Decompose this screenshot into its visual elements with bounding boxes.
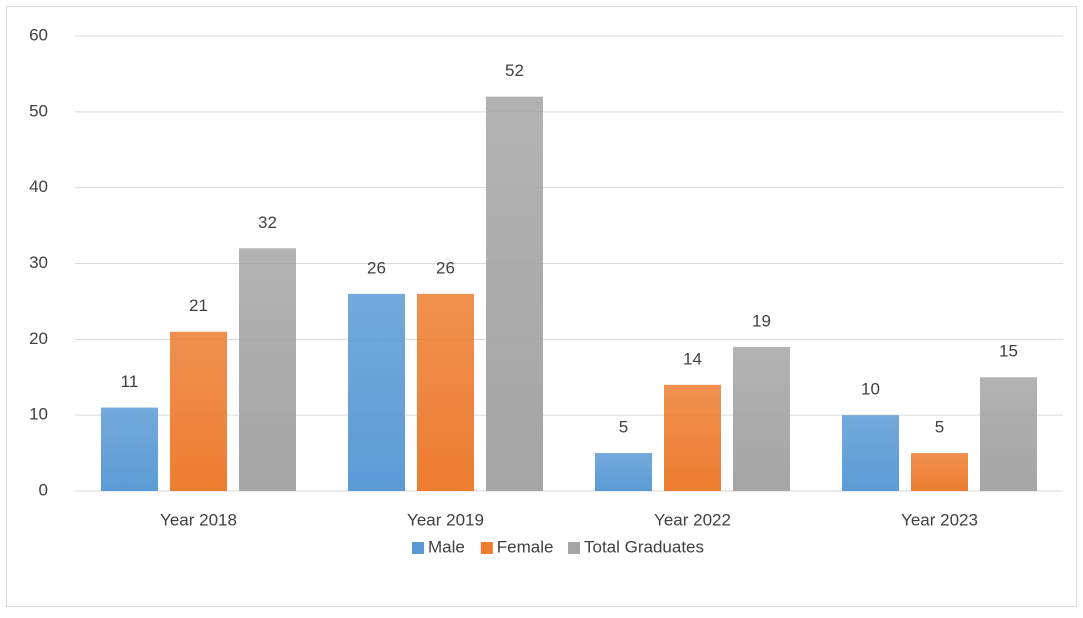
y-tick-label: 30 [29, 253, 48, 272]
bar [911, 453, 968, 491]
y-tick-label: 20 [29, 329, 48, 348]
bar [348, 293, 405, 491]
data-label: 15 [999, 342, 1018, 361]
y-tick-label: 10 [29, 405, 48, 424]
legend-swatch [412, 542, 424, 554]
data-label: 32 [258, 213, 277, 232]
legend-swatch [568, 542, 580, 554]
legend-label: Female [497, 537, 554, 556]
y-tick-label: 50 [29, 101, 48, 120]
x-tick-label: Year 2023 [901, 510, 978, 529]
x-tick-label: Year 2019 [407, 510, 484, 529]
bar [664, 384, 721, 491]
data-label: 14 [683, 349, 702, 368]
bar [417, 293, 474, 491]
legend-swatch [480, 542, 493, 554]
bar [980, 377, 1037, 491]
data-label: 5 [935, 418, 944, 437]
y-tick-label: 40 [29, 177, 48, 196]
x-tick-label: Year 2018 [160, 510, 237, 529]
bar [239, 248, 296, 491]
data-label: 5 [619, 418, 628, 437]
bar [101, 407, 158, 491]
data-label: 52 [505, 61, 524, 80]
bar [170, 331, 227, 491]
bar [595, 453, 652, 491]
data-label: 11 [121, 372, 139, 391]
x-tick-label: Year 2022 [654, 510, 731, 529]
legend-label: Total Graduates [584, 537, 704, 556]
bar [733, 346, 790, 491]
data-label: 26 [436, 258, 455, 277]
data-label: 21 [189, 296, 208, 315]
bar [842, 415, 899, 491]
data-label: 26 [367, 258, 386, 277]
legend-label: Male [428, 537, 465, 556]
data-label: 19 [752, 311, 771, 330]
y-tick-label: 60 [29, 25, 48, 44]
bar [486, 96, 543, 492]
data-label: 10 [861, 380, 880, 399]
y-tick-label: 0 [39, 480, 48, 499]
